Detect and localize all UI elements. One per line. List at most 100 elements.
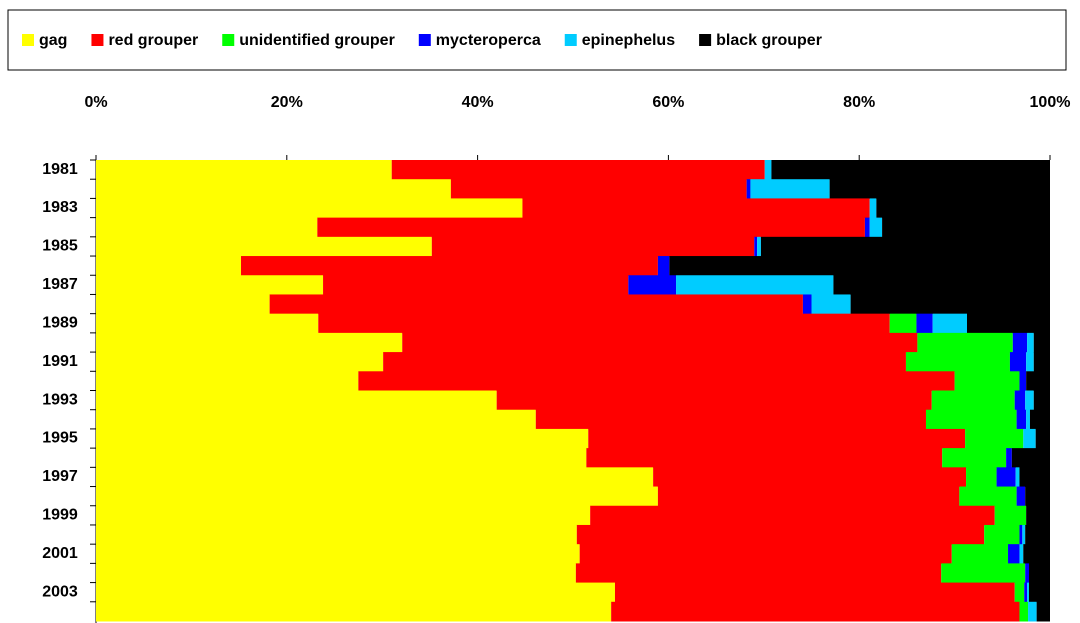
legend-swatch — [699, 34, 712, 46]
bar-segment — [996, 467, 1016, 488]
bar-segment — [882, 217, 1050, 238]
legend-swatch — [91, 34, 104, 46]
bar-segment — [576, 524, 985, 545]
x-tick-label: 0% — [84, 94, 107, 111]
bar-segment — [317, 217, 865, 238]
bar-segment — [96, 428, 589, 449]
legend-label: gag — [39, 32, 67, 49]
y-tick-label: 1983 — [42, 199, 78, 216]
bar-segment — [96, 332, 403, 353]
bar-segment — [1014, 390, 1026, 411]
bar-segment — [967, 313, 1050, 334]
bar-segment — [383, 352, 906, 372]
bar-segment — [96, 544, 580, 564]
bar-segment — [984, 524, 1020, 545]
legend-swatch — [22, 34, 34, 46]
bar-segment — [1026, 505, 1050, 526]
x-tick-label: 80% — [843, 94, 875, 111]
bar-segment — [586, 448, 943, 468]
bar-segment — [750, 179, 830, 199]
legend-box — [7, 9, 1067, 71]
bar-segment — [575, 563, 942, 584]
bar-segment — [1025, 563, 1030, 584]
bar-segment — [942, 448, 1007, 468]
bar-segment — [628, 275, 677, 295]
bar-segment — [96, 467, 654, 488]
y-tick-label: 1985 — [42, 238, 78, 255]
bar-segment — [876, 198, 1050, 219]
bar-segment — [1035, 428, 1050, 449]
bar-segment — [932, 313, 968, 334]
bar-segment — [96, 524, 577, 545]
x-tick-label: 100% — [1030, 94, 1071, 111]
bar-segment — [96, 217, 318, 238]
bar-segment — [1006, 448, 1012, 468]
bar-segment — [1033, 332, 1050, 353]
bar-segment — [1026, 371, 1050, 391]
bar-segment — [1023, 428, 1036, 449]
bar-segment — [96, 582, 615, 603]
bar-segment — [450, 179, 747, 199]
bar-segment — [746, 179, 751, 199]
bar-segment — [959, 486, 1017, 507]
x-tick-label: 20% — [271, 94, 303, 111]
bar-segment — [657, 256, 670, 276]
bar-segment — [669, 256, 1050, 276]
y-tick-label: 1993 — [42, 391, 78, 408]
bar-segment — [269, 294, 803, 315]
bar-segment — [1025, 524, 1050, 545]
y-tick-label: 1997 — [42, 468, 78, 485]
bar-segment — [676, 275, 834, 295]
bar-segment — [96, 448, 587, 468]
bar-segment — [1025, 486, 1050, 507]
legend-label: mycteroperca — [436, 32, 541, 49]
y-tick-label: 1981 — [42, 161, 78, 178]
bar-segment — [916, 313, 933, 334]
bar-segment — [1033, 390, 1050, 411]
bar-segment — [760, 236, 1050, 257]
bar-segment — [241, 256, 658, 276]
bar-segment — [358, 371, 955, 391]
bar-segment — [1024, 582, 1028, 603]
bar-segment — [965, 428, 1024, 449]
bar-segment — [864, 217, 870, 238]
bar-segment — [994, 505, 1027, 526]
bar-segment — [96, 275, 324, 295]
bar-segment — [833, 275, 1050, 295]
bar-segment — [829, 179, 1050, 199]
bar-segment — [1019, 601, 1029, 622]
bar-segment — [1028, 601, 1037, 622]
bar-segment — [869, 198, 877, 219]
bar-segment — [522, 198, 870, 219]
bar-segment — [96, 409, 536, 430]
bar-segment — [318, 313, 890, 334]
bar-segment — [1011, 448, 1050, 468]
bar-segment — [802, 294, 812, 315]
legend-label: epinephelus — [582, 32, 675, 49]
bar-segment — [1036, 601, 1050, 622]
bar-segment — [588, 428, 966, 449]
bar-segment — [1026, 409, 1030, 430]
bar-segment — [905, 352, 1010, 372]
bar-segment — [1029, 563, 1050, 584]
bar-segment — [1016, 409, 1027, 430]
bar-segment — [96, 313, 319, 334]
bar-segment — [754, 236, 758, 257]
legend-swatch — [222, 34, 235, 46]
y-tick-label: 1987 — [42, 276, 78, 293]
legend-swatch — [564, 34, 577, 46]
bar-segment — [811, 294, 851, 315]
bar-segment — [657, 486, 960, 507]
bar-segment — [889, 313, 917, 334]
bar-segment — [757, 236, 761, 257]
bar-segment — [96, 601, 612, 622]
bar-segment — [96, 505, 591, 526]
bar-segment — [96, 563, 576, 584]
bar-segment — [869, 217, 883, 238]
bar-segment — [535, 409, 926, 430]
bar-segment — [1027, 582, 1030, 603]
bar-segment — [614, 582, 1015, 603]
bar-segment — [1029, 582, 1050, 603]
legend-label: red grouper — [108, 32, 198, 49]
bar-segment — [1022, 524, 1026, 545]
